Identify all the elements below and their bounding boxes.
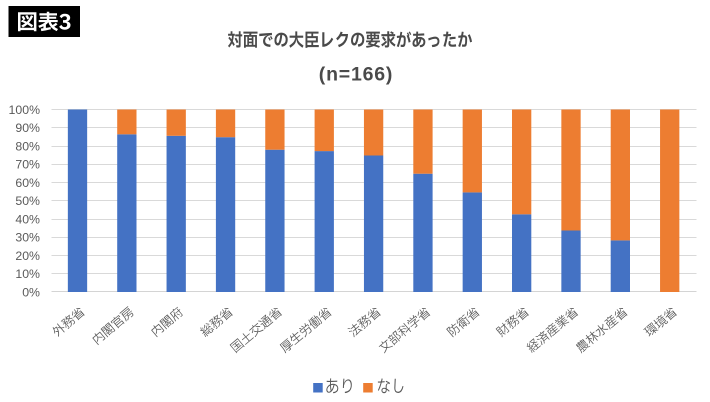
svg-text:10%: 10%: [15, 267, 40, 281]
svg-text:0%: 0%: [22, 285, 40, 299]
svg-text:20%: 20%: [15, 249, 40, 263]
svg-text:(n=166): (n=166): [319, 64, 393, 86]
svg-text:90%: 90%: [15, 121, 40, 135]
svg-text:70%: 70%: [15, 158, 40, 172]
svg-text:50%: 50%: [15, 194, 40, 208]
svg-text:80%: 80%: [15, 139, 40, 153]
svg-text:100%: 100%: [9, 103, 41, 117]
svg-text:40%: 40%: [15, 212, 40, 226]
svg-text:60%: 60%: [15, 176, 40, 190]
svg-text:30%: 30%: [15, 231, 40, 245]
